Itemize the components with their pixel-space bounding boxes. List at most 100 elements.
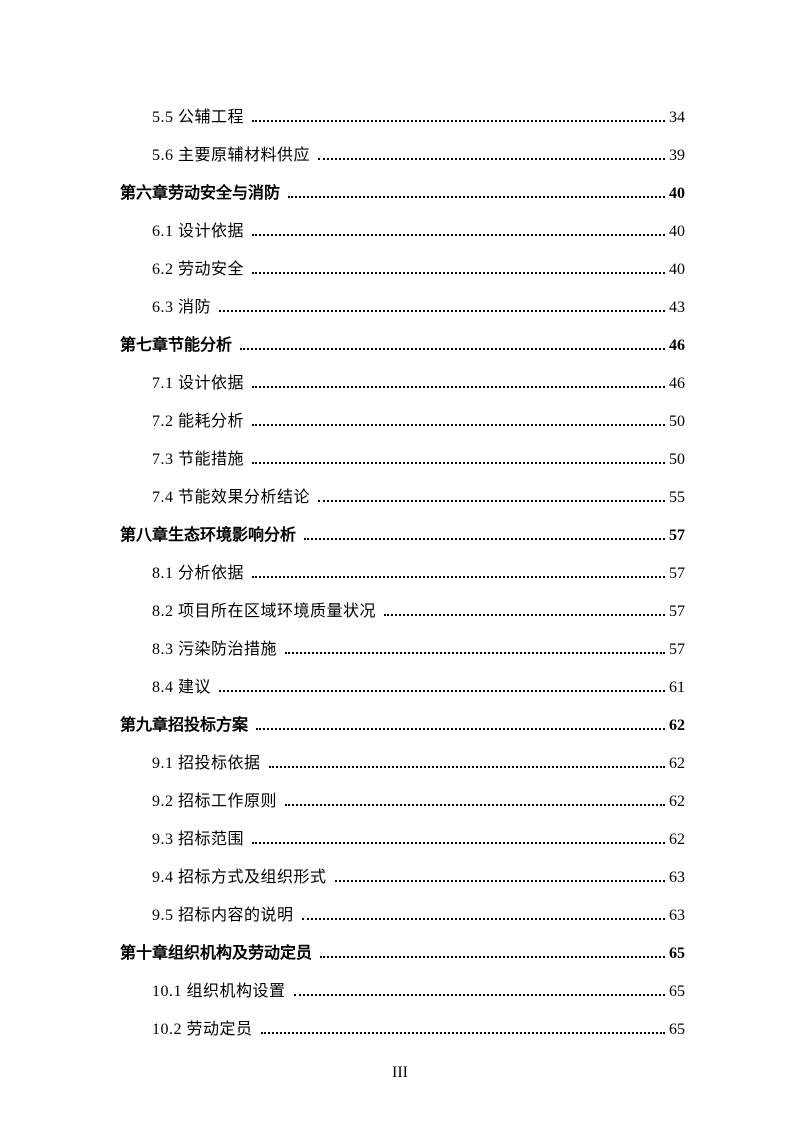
- toc-entry: 第六章劳动安全与消防 40: [120, 186, 685, 202]
- toc-entry-label: 8.3 污染防治措施: [152, 642, 277, 658]
- toc-entry-label: 9.5 招标内容的说明: [152, 908, 294, 924]
- toc-entry-label: 9.2 招标工作原则: [152, 794, 277, 810]
- toc-leader-dots: [219, 690, 665, 692]
- toc-leader-dots: [252, 234, 665, 236]
- toc-entry: 8.4 建议 61: [152, 680, 685, 696]
- toc-leader-dots: [252, 576, 665, 578]
- toc-entry: 9.1 招投标依据 62: [152, 756, 685, 772]
- toc-leader-dots: [285, 652, 665, 654]
- toc-leader-dots: [294, 994, 665, 996]
- toc-leader-dots: [384, 614, 665, 616]
- toc-entry-page: 57: [669, 528, 685, 544]
- toc-entry: 8.2 项目所在区域环境质量状况 57: [152, 604, 685, 620]
- toc-entry: 第八章生态环境影响分析 57: [120, 528, 685, 544]
- toc-entry: 7.3 节能措施 50: [152, 452, 685, 468]
- toc-entry: 6.3 消防 43: [152, 300, 685, 316]
- toc-entry-page: 40: [669, 262, 685, 278]
- toc-entry-page: 63: [669, 870, 685, 886]
- toc-entry: 第十章组织机构及劳动定员 65: [120, 946, 685, 962]
- toc-entry-label: 第十章组织机构及劳动定员: [120, 946, 312, 962]
- toc-entry: 5.6 主要原辅材料供应 39: [152, 148, 685, 164]
- toc-entry: 7.4 节能效果分析结论 55: [152, 490, 685, 506]
- toc-entry-page: 62: [669, 718, 685, 734]
- toc-entry-label: 9.4 招标方式及组织形式: [152, 870, 327, 886]
- toc-entry: 9.2 招标工作原则 62: [152, 794, 685, 810]
- toc-entry: 9.4 招标方式及组织形式 63: [152, 870, 685, 886]
- table-of-contents: 5.5 公辅工程 345.6 主要原辅材料供应 39第六章劳动安全与消防 406…: [120, 110, 685, 1038]
- toc-entry-label: 第七章节能分析: [120, 338, 232, 354]
- toc-entry-page: 57: [669, 566, 685, 582]
- toc-leader-dots: [318, 500, 665, 502]
- toc-entry-page: 40: [669, 224, 685, 240]
- toc-entry-page: 46: [669, 338, 685, 354]
- toc-entry-label: 第六章劳动安全与消防: [120, 186, 280, 202]
- toc-entry-label: 10.1 组织机构设置: [152, 984, 286, 1000]
- toc-entry-page: 50: [669, 452, 685, 468]
- toc-entry: 6.2 劳动安全 40: [152, 262, 685, 278]
- toc-leader-dots: [252, 462, 665, 464]
- toc-entry: 第九章招投标方案 62: [120, 718, 685, 734]
- toc-entry-label: 9.3 招标范围: [152, 832, 244, 848]
- toc-entry-label: 第九章招投标方案: [120, 718, 248, 734]
- toc-entry-label: 7.2 能耗分析: [152, 414, 244, 430]
- toc-leader-dots: [252, 842, 665, 844]
- toc-leader-dots: [320, 956, 665, 958]
- toc-entry-label: 6.2 劳动安全: [152, 262, 244, 278]
- toc-leader-dots: [252, 272, 665, 274]
- toc-leader-dots: [269, 766, 665, 768]
- toc-entry-page: 65: [669, 984, 685, 1000]
- toc-entry-label: 5.6 主要原辅材料供应: [152, 148, 310, 164]
- toc-entry: 7.2 能耗分析 50: [152, 414, 685, 430]
- toc-entry-label: 7.4 节能效果分析结论: [152, 490, 310, 506]
- toc-entry-label: 10.2 劳动定员: [152, 1022, 253, 1038]
- toc-entry: 10.1 组织机构设置 65: [152, 984, 685, 1000]
- toc-leader-dots: [252, 424, 665, 426]
- toc-leader-dots: [261, 1032, 665, 1034]
- toc-entry: 9.5 招标内容的说明 63: [152, 908, 685, 924]
- toc-leader-dots: [252, 386, 665, 388]
- toc-entry-page: 43: [669, 300, 685, 316]
- toc-entry-label: 6.1 设计依据: [152, 224, 244, 240]
- toc-entry-page: 61: [669, 680, 685, 696]
- toc-entry: 6.1 设计依据 40: [152, 224, 685, 240]
- toc-leader-dots: [219, 310, 665, 312]
- toc-entry-label: 第八章生态环境影响分析: [120, 528, 296, 544]
- toc-entry-label: 8.2 项目所在区域环境质量状况: [152, 604, 376, 620]
- toc-entry: 7.1 设计依据 46: [152, 376, 685, 392]
- toc-entry: 8.3 污染防治措施 57: [152, 642, 685, 658]
- toc-entry: 8.1 分析依据 57: [152, 566, 685, 582]
- toc-entry-page: 65: [669, 946, 685, 962]
- toc-entry-page: 57: [669, 642, 685, 658]
- toc-entry-label: 8.4 建议: [152, 680, 211, 696]
- toc-entry-label: 8.1 分析依据: [152, 566, 244, 582]
- toc-entry-label: 7.3 节能措施: [152, 452, 244, 468]
- toc-entry-page: 40: [669, 186, 685, 202]
- toc-entry-page: 62: [669, 756, 685, 772]
- toc-entry: 9.3 招标范围 62: [152, 832, 685, 848]
- toc-leader-dots: [285, 804, 665, 806]
- toc-leader-dots: [256, 728, 665, 730]
- toc-entry-page: 50: [669, 414, 685, 430]
- toc-leader-dots: [288, 196, 665, 198]
- toc-leader-dots: [240, 348, 665, 350]
- toc-leader-dots: [335, 880, 665, 882]
- toc-leader-dots: [302, 918, 665, 920]
- toc-entry-page: 57: [669, 604, 685, 620]
- toc-entry-page: 62: [669, 832, 685, 848]
- toc-entry-page: 65: [669, 1022, 685, 1038]
- toc-entry-label: 9.1 招投标依据: [152, 756, 261, 772]
- toc-entry-page: 62: [669, 794, 685, 810]
- toc-leader-dots: [304, 538, 665, 540]
- toc-entry-label: 5.5 公辅工程: [152, 110, 244, 126]
- toc-entry: 10.2 劳动定员 65: [152, 1022, 685, 1038]
- toc-entry-page: 34: [669, 110, 685, 126]
- toc-entry-page: 63: [669, 908, 685, 924]
- toc-entry: 第七章节能分析 46: [120, 338, 685, 354]
- toc-entry-label: 6.3 消防: [152, 300, 211, 316]
- toc-entry-label: 7.1 设计依据: [152, 376, 244, 392]
- toc-leader-dots: [318, 158, 665, 160]
- toc-leader-dots: [252, 120, 665, 122]
- toc-entry-page: 55: [669, 490, 685, 506]
- toc-entry-page: 46: [669, 376, 685, 392]
- toc-entry-page: 39: [669, 148, 685, 164]
